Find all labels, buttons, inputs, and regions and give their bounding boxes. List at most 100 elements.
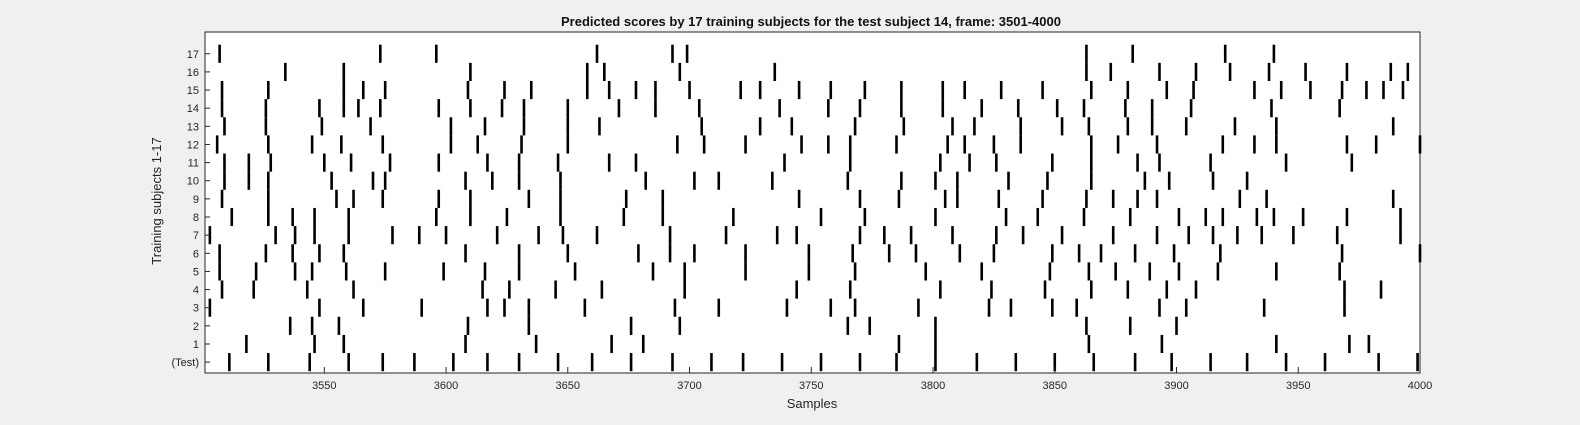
event-mark-row-6-11 — [744, 244, 747, 263]
event-mark-row-15-7 — [529, 80, 533, 100]
event-mark-row-11-3 — [323, 153, 326, 172]
event-mark-row-14-16 — [858, 99, 862, 118]
event-mark-row-4-8 — [683, 280, 686, 299]
event-mark-row-0-2 — [308, 353, 311, 372]
event-mark-row-12-20 — [1089, 135, 1093, 154]
event-mark-row-5-9 — [573, 262, 577, 281]
event-mark-row-10-14 — [846, 171, 850, 190]
y-tick-label-11: 11 — [188, 158, 199, 170]
event-mark-row-15-21 — [999, 80, 1003, 100]
event-mark-row-10-5 — [383, 171, 387, 190]
event-mark-row-15-9 — [607, 80, 611, 100]
event-mark-row-12-14 — [848, 135, 852, 154]
event-mark-row-11-8 — [517, 153, 521, 172]
event-mark-row-4-14 — [1089, 280, 1093, 299]
event-mark-row-9-17 — [1041, 189, 1044, 208]
x-tick-label-8: 3950 — [1286, 380, 1310, 392]
event-mark-row-12-18 — [992, 135, 996, 154]
event-mark-row-0-22 — [1053, 353, 1057, 372]
event-mark-row-16-6 — [773, 62, 777, 81]
event-mark-row-4-13 — [1043, 280, 1047, 299]
event-mark-row-15-31 — [1365, 80, 1368, 100]
event-mark-row-14-4 — [357, 99, 360, 118]
event-mark-row-16-0 — [284, 62, 287, 81]
event-mark-row-11-2 — [269, 153, 273, 172]
event-mark-row-0-15 — [780, 353, 784, 372]
event-mark-row-8-6 — [469, 207, 472, 227]
y-tick-label-2: 2 — [193, 321, 199, 333]
event-mark-row-12-28 — [1418, 135, 1422, 154]
event-mark-row-7-28 — [1260, 226, 1264, 245]
event-mark-row-5-15 — [924, 262, 928, 281]
event-mark-row-13-3 — [369, 117, 372, 136]
event-mark-row-7-26 — [1211, 226, 1215, 245]
event-mark-row-15-1 — [267, 80, 270, 100]
event-mark-row-7-20 — [995, 226, 998, 245]
event-mark-row-0-9 — [556, 353, 560, 372]
event-mark-row-5-8 — [517, 262, 521, 281]
event-mark-row-17-1 — [379, 44, 382, 63]
event-mark-row-11-6 — [437, 153, 441, 172]
event-mark-row-13-10 — [758, 117, 762, 136]
event-mark-row-0-13 — [710, 353, 713, 372]
event-mark-row-10-1 — [247, 171, 251, 190]
event-mark-row-5-22 — [1216, 262, 1220, 281]
event-mark-row-14-23 — [1124, 99, 1127, 118]
event-mark-row-5-16 — [980, 262, 984, 281]
event-mark-row-16-1 — [342, 62, 346, 81]
event-mark-row-9-7 — [527, 189, 531, 208]
event-mark-row-0-11 — [629, 353, 633, 372]
event-mark-row-13-1 — [264, 117, 268, 136]
event-mark-row-13-21 — [1184, 117, 1188, 136]
event-mark-row-12-17 — [963, 135, 966, 154]
event-mark-row-14-3 — [342, 99, 346, 118]
y-tick-label-14: 14 — [187, 103, 199, 115]
event-mark-row-13-9 — [700, 117, 704, 136]
event-mark-row-14-7 — [469, 99, 472, 118]
event-mark-row-7-29 — [1292, 226, 1295, 245]
event-mark-row-15-18 — [900, 80, 903, 100]
event-mark-row-4-6 — [554, 280, 557, 299]
event-mark-row-2-5 — [629, 316, 633, 335]
event-mark-row-5-14 — [853, 262, 857, 281]
event-mark-row-6-15 — [914, 244, 918, 263]
event-mark-row-6-2 — [291, 244, 294, 263]
event-mark-row-14-12 — [654, 99, 657, 118]
event-mark-row-5-24 — [1338, 262, 1341, 281]
y-tick-label-9: 9 — [193, 194, 199, 206]
event-mark-row-2-12 — [1175, 316, 1178, 335]
event-mark-row-8-19 — [1177, 207, 1181, 227]
y-tick-label-8: 8 — [193, 212, 199, 224]
event-mark-row-17-6 — [1085, 44, 1088, 63]
event-mark-row-7-21 — [1021, 226, 1025, 245]
event-mark-row-0-8 — [517, 353, 521, 372]
event-mark-row-16-4 — [603, 62, 606, 81]
event-mark-row-7-7 — [444, 226, 448, 245]
event-mark-row-9-21 — [1155, 189, 1159, 208]
event-mark-row-16-11 — [1228, 62, 1232, 81]
event-mark-row-5-2 — [293, 262, 297, 281]
event-mark-row-9-3 — [352, 189, 355, 208]
event-mark-row-2-9 — [934, 316, 937, 335]
event-mark-row-15-27 — [1253, 80, 1256, 100]
event-mark-row-6-10 — [693, 244, 696, 263]
event-mark-row-11-5 — [388, 153, 392, 172]
event-mark-row-6-6 — [517, 244, 521, 263]
event-mark-row-9-24 — [1391, 189, 1395, 208]
event-mark-row-17-9 — [1272, 44, 1276, 63]
event-mark-row-3-8 — [673, 298, 677, 317]
event-mark-row-3-6 — [527, 298, 531, 317]
event-mark-row-8-26 — [1399, 207, 1402, 227]
event-mark-row-16-8 — [1109, 62, 1113, 81]
event-mark-row-7-6 — [417, 226, 421, 245]
event-mark-row-9-9 — [624, 189, 628, 208]
event-mark-row-9-6 — [469, 189, 472, 208]
event-mark-row-14-6 — [437, 99, 441, 118]
y-tick-label-3: 3 — [193, 303, 199, 315]
event-mark-row-12-5 — [449, 135, 453, 154]
event-mark-row-13-8 — [598, 117, 601, 136]
event-mark-row-14-10 — [566, 99, 570, 118]
event-mark-row-8-25 — [1345, 207, 1349, 227]
event-mark-row-10-21 — [1143, 171, 1147, 190]
event-mark-row-8-11 — [732, 207, 735, 227]
